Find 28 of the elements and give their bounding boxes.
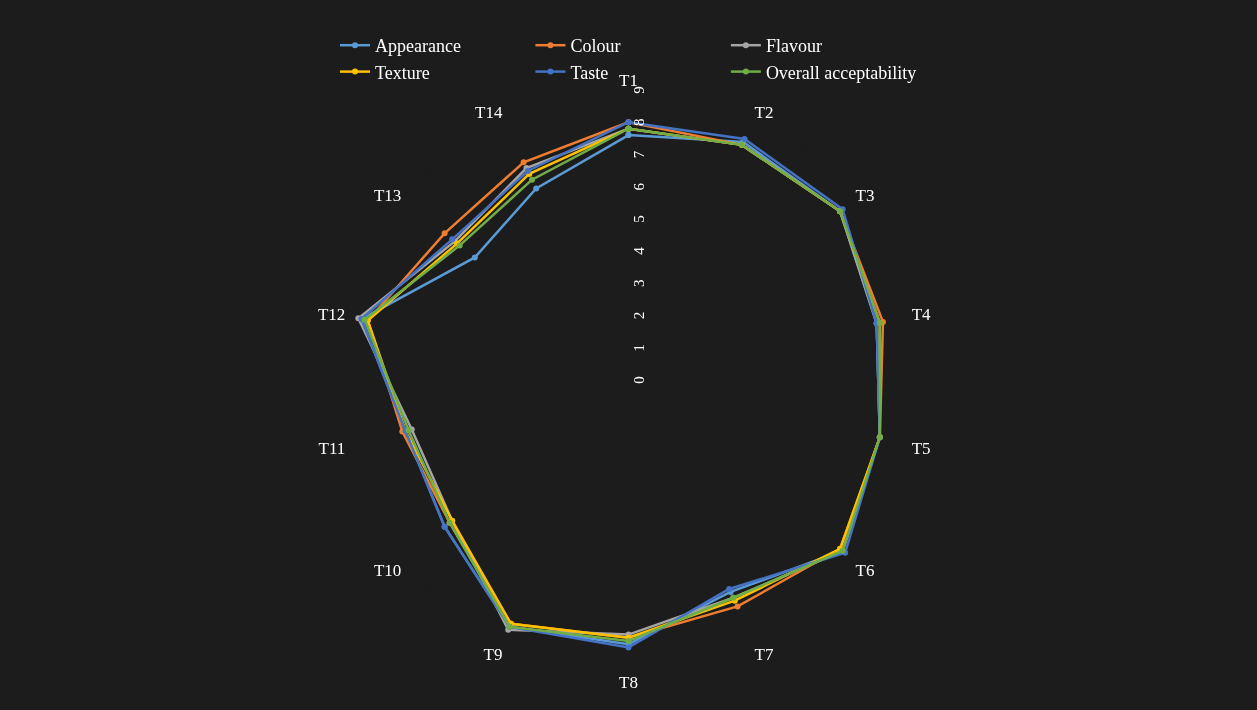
y-tick-label: 3 <box>631 279 647 288</box>
legend-label: Colour <box>570 36 621 57</box>
spoke-label: T8 <box>619 672 638 692</box>
legend-label: Overall acceptability <box>765 62 917 83</box>
spoke-label: T2 <box>754 102 774 122</box>
y-tick-label: 4 <box>631 246 647 255</box>
spoke-label: T6 <box>855 561 875 581</box>
y-tick-label: 2 <box>631 311 647 320</box>
spoke-label: T12 <box>317 305 346 325</box>
legend-label: Flavour <box>765 36 822 57</box>
y-tick-label: 8 <box>631 118 647 126</box>
spoke-label: T14 <box>475 102 503 122</box>
spoke-label: T5 <box>911 439 931 459</box>
y-tick-label: 7 <box>631 150 647 159</box>
y-tick-label: 1 <box>631 344 647 352</box>
spoke-label: T9 <box>483 644 503 664</box>
legend-label: Texture <box>375 62 430 83</box>
y-tick-label: 6 <box>631 182 647 191</box>
y-tick-label: 5 <box>631 215 647 223</box>
spoke-label: T10 <box>373 561 402 581</box>
spoke-label: T7 <box>754 644 774 664</box>
spoke-label: T11 <box>318 439 346 459</box>
legend-label: Appearance <box>375 36 461 57</box>
spoke-label: T13 <box>373 186 402 206</box>
spoke-label: T3 <box>855 186 875 206</box>
y-tick-label: 0 <box>631 376 647 384</box>
legend-label: Taste <box>570 62 609 83</box>
spoke-label: T4 <box>911 305 932 325</box>
